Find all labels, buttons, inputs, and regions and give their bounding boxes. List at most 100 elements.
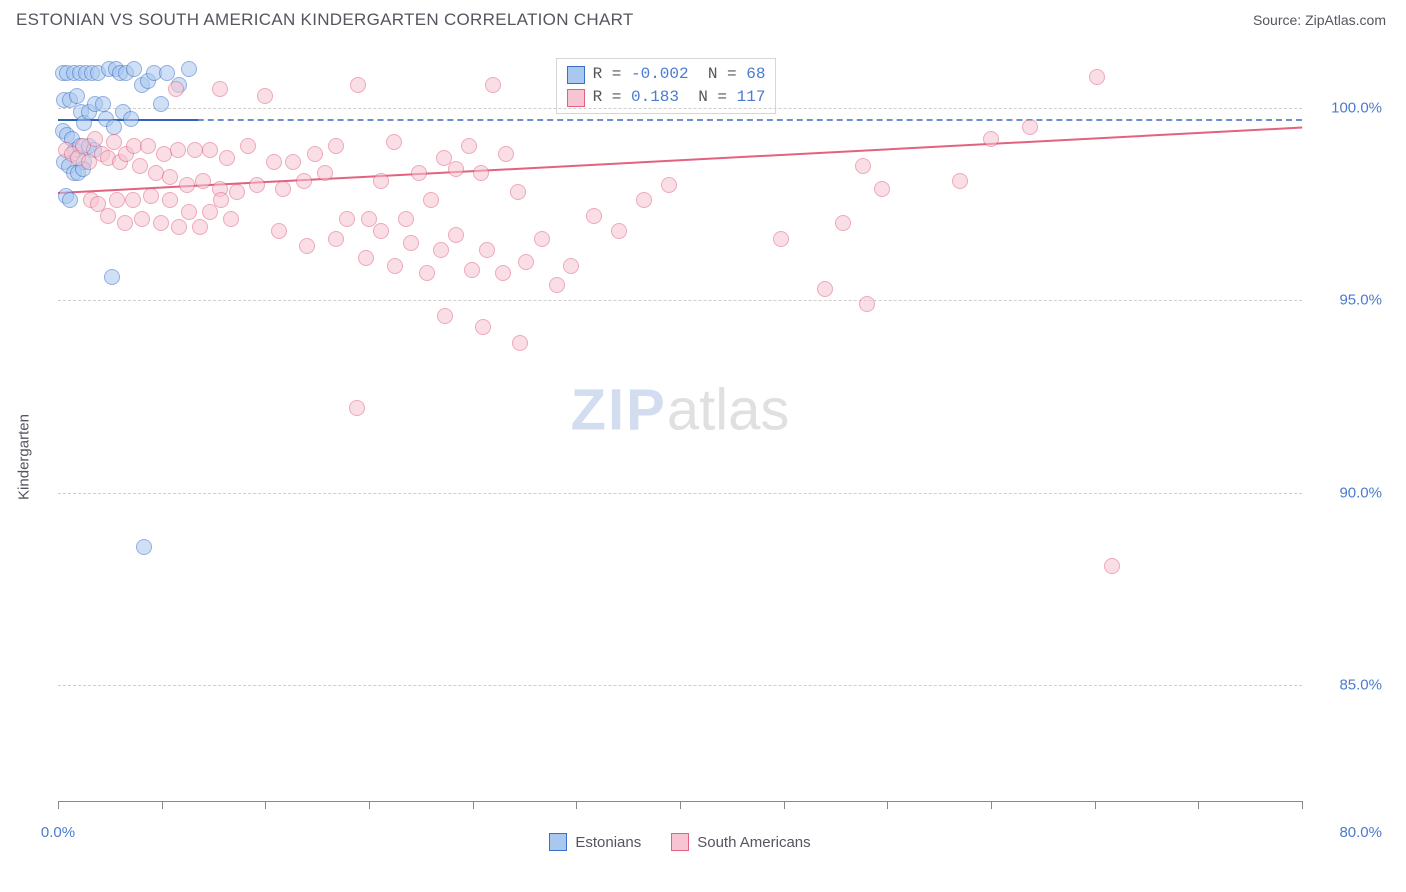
stat-text: R = -0.002 N = 68 (593, 63, 766, 86)
data-point-south_americans (223, 211, 239, 227)
x-tick (991, 801, 992, 809)
data-point-south_americans (229, 184, 245, 200)
data-point-south_americans (403, 235, 419, 251)
data-point-south_americans (387, 258, 403, 274)
data-point-south_americans (266, 154, 282, 170)
data-point-estonians (153, 96, 169, 112)
x-tick-label: 0.0% (41, 824, 75, 841)
trend-line-south_americans (58, 127, 1302, 194)
data-point-south_americans (498, 146, 514, 162)
data-point-south_americans (373, 223, 389, 239)
data-point-south_americans (512, 335, 528, 351)
data-point-estonians (126, 61, 142, 77)
data-point-south_americans (549, 277, 565, 293)
data-point-south_americans (373, 173, 389, 189)
source-attribution: Source: ZipAtlas.com (1253, 12, 1386, 28)
x-tick (1302, 801, 1303, 809)
x-tick (1198, 801, 1199, 809)
gridline-h (58, 108, 1302, 109)
data-point-estonians (106, 119, 122, 135)
data-point-south_americans (202, 142, 218, 158)
legend: EstoniansSouth Americans (58, 833, 1302, 851)
data-point-south_americans (249, 177, 265, 193)
data-point-south_americans (398, 211, 414, 227)
data-point-south_americans (1104, 558, 1120, 574)
stat-text: R = 0.183 N = 117 (593, 86, 766, 109)
data-point-south_americans (339, 211, 355, 227)
data-point-south_americans (773, 231, 789, 247)
x-tick (784, 801, 785, 809)
watermark: ZIPatlas (571, 377, 790, 444)
data-point-south_americans (817, 281, 833, 297)
x-tick (680, 801, 681, 809)
data-point-south_americans (495, 265, 511, 281)
trend-dashed (58, 119, 1302, 121)
stat-row-south_americans: R = 0.183 N = 117 (567, 86, 766, 109)
data-point-south_americans (257, 88, 273, 104)
data-point-south_americans (109, 192, 125, 208)
legend-item: South Americans (671, 833, 810, 851)
legend-label: South Americans (697, 834, 810, 851)
data-point-south_americans (461, 138, 477, 154)
data-point-south_americans (423, 192, 439, 208)
data-point-estonians (136, 539, 152, 555)
data-point-south_americans (170, 142, 186, 158)
y-tick-label: 100.0% (1312, 99, 1382, 116)
chart-container: Kindergarten ZIPatlas R = -0.002 N = 68R… (16, 42, 1390, 872)
data-point-south_americans (153, 215, 169, 231)
data-point-estonians (62, 192, 78, 208)
data-point-south_americans (479, 242, 495, 258)
data-point-estonians (95, 96, 111, 112)
data-point-south_americans (983, 131, 999, 147)
gridline-h (58, 493, 1302, 494)
watermark-part1: ZIP (571, 378, 667, 443)
data-point-south_americans (140, 138, 156, 154)
x-tick (58, 801, 59, 809)
watermark-part2: atlas (667, 378, 790, 443)
gridline-h (58, 300, 1302, 301)
data-point-south_americans (240, 138, 256, 154)
x-tick (576, 801, 577, 809)
data-point-south_americans (171, 219, 187, 235)
data-point-estonians (123, 111, 139, 127)
data-point-south_americans (296, 173, 312, 189)
data-point-south_americans (859, 296, 875, 312)
header: ESTONIAN VS SOUTH AMERICAN KINDERGARTEN … (0, 0, 1406, 36)
data-point-south_americans (534, 231, 550, 247)
data-point-south_americans (328, 231, 344, 247)
x-tick (1095, 801, 1096, 809)
chart-title: ESTONIAN VS SOUTH AMERICAN KINDERGARTEN … (16, 10, 634, 30)
data-point-south_americans (473, 165, 489, 181)
y-axis-label: Kindergarten (16, 414, 33, 500)
y-tick-label: 95.0% (1312, 292, 1382, 309)
data-point-south_americans (874, 181, 890, 197)
data-point-south_americans (485, 77, 501, 93)
data-point-south_americans (328, 138, 344, 154)
x-tick (162, 801, 163, 809)
stat-swatch (567, 66, 585, 84)
data-point-south_americans (195, 173, 211, 189)
data-point-south_americans (448, 161, 464, 177)
data-point-south_americans (510, 184, 526, 200)
data-point-south_americans (835, 215, 851, 231)
stat-swatch (567, 89, 585, 107)
legend-swatch (549, 833, 567, 851)
data-point-south_americans (299, 238, 315, 254)
stat-row-estonians: R = -0.002 N = 68 (567, 63, 766, 86)
data-point-south_americans (448, 227, 464, 243)
y-tick-label: 90.0% (1312, 484, 1382, 501)
data-point-south_americans (87, 131, 103, 147)
data-point-estonians (104, 269, 120, 285)
x-tick-label: 80.0% (1312, 824, 1382, 841)
data-point-south_americans (100, 208, 116, 224)
data-point-south_americans (661, 177, 677, 193)
data-point-south_americans (386, 134, 402, 150)
data-point-south_americans (349, 400, 365, 416)
x-tick (473, 801, 474, 809)
data-point-south_americans (433, 242, 449, 258)
data-point-south_americans (586, 208, 602, 224)
data-point-south_americans (636, 192, 652, 208)
data-point-south_americans (143, 188, 159, 204)
x-tick (369, 801, 370, 809)
data-point-south_americans (563, 258, 579, 274)
